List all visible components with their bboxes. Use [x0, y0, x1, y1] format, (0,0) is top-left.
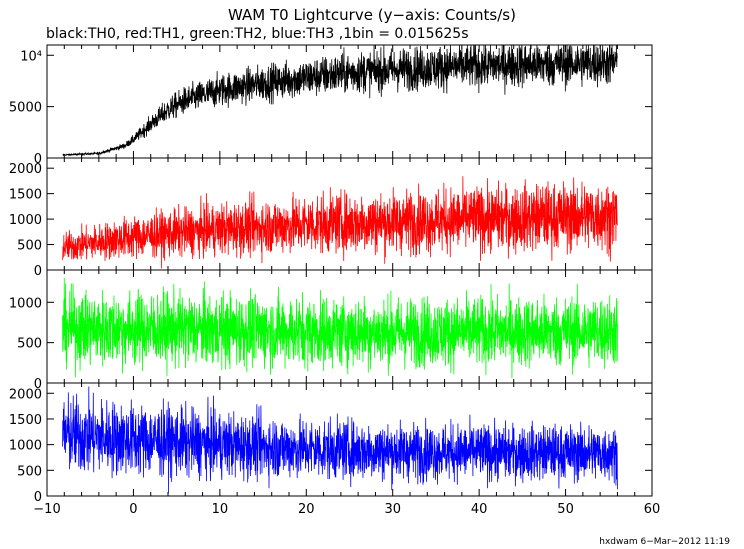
y-tick-label: 500	[17, 239, 42, 254]
chart-subtitle: black:TH0, red:TH1, green:TH2, blue:TH3 …	[46, 26, 469, 42]
y-tick-label: 10⁴	[20, 49, 42, 64]
footer-timestamp: hxdwam 6−Mar−2012 11:19	[599, 537, 730, 547]
series-th3-line	[62, 386, 618, 494]
y-tick-label: 5000	[9, 101, 42, 116]
y-tick-label: 500	[17, 464, 42, 479]
chart-title: WAM T0 Lightcurve (y−axis: Counts/s)	[228, 6, 516, 24]
y-tick-label: 0	[34, 264, 42, 279]
x-tick-label: 10	[212, 502, 229, 517]
y-tick-label: 0	[34, 152, 42, 167]
y-tick-label: 1000	[9, 296, 42, 311]
y-tick-label: 2000	[9, 162, 42, 177]
x-tick-label: 50	[557, 502, 574, 517]
panel-4-frame	[46, 382, 653, 497]
y-tick-label: 1000	[9, 439, 42, 454]
x-tick-label: 0	[129, 502, 137, 517]
y-tick-label: 0	[34, 377, 42, 392]
x-tick-label: 30	[384, 502, 401, 517]
y-tick-label: 0	[34, 490, 42, 505]
y-tick-label: 1500	[9, 413, 42, 428]
series-th2-line	[62, 277, 618, 379]
x-tick-label: −10	[33, 502, 60, 517]
x-tick-label: 60	[644, 502, 661, 517]
x-tick-label: 20	[298, 502, 315, 517]
series-th1-line	[62, 176, 618, 269]
series-th0-line	[62, 45, 618, 157]
y-tick-label: 2000	[9, 387, 42, 402]
x-tick-label: 40	[471, 502, 488, 517]
y-tick-label: 1500	[9, 188, 42, 203]
y-tick-label: 1000	[9, 213, 42, 228]
y-tick-label: 500	[17, 337, 42, 352]
